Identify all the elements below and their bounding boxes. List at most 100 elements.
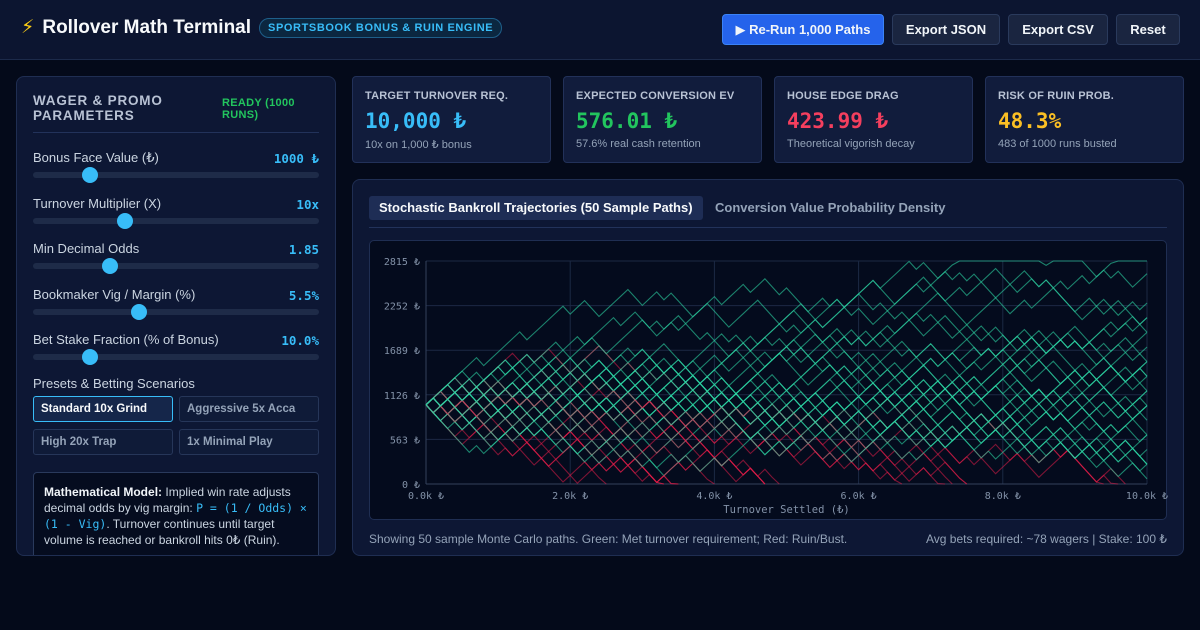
chart-tabs: Stochastic Bankroll Trajectories (50 Sam… [369,196,1167,228]
brand: ⚡ Rollover Math Terminal SPORTSBOOK BONU… [21,17,503,39]
run-status-badge: READY (1000 RUNS) [222,97,295,121]
param-label: Turnover Multiplier (X) [33,196,162,211]
slider-thumb[interactable] [82,167,99,183]
slider-thumb[interactable] [102,258,119,274]
kpi-value: 423.99 ₺ [787,109,889,133]
model-heading: Mathematical Model: [44,485,163,499]
model-text: . Turnover continues until target volume… [44,517,280,547]
x-tick-label: 0.0k ₺ [408,491,444,502]
reset-button[interactable]: Reset [1116,14,1180,45]
engine-tag: SPORTSBOOK BONUS & RUIN ENGINE [259,18,503,38]
success-path [425,332,1148,413]
slider-thumb[interactable] [130,304,147,320]
chart-legend-note: Showing 50 sample Monte Carlo paths. Gre… [369,532,848,546]
success-path [425,361,1148,440]
param-value: 10x [296,197,319,212]
bonus-face-value-slider[interactable] [33,167,319,183]
preset-aggressive-5x-acca[interactable]: Aggressive 5x Acca [179,396,319,422]
tab-bankroll-trajectories[interactable]: Stochastic Bankroll Trajectories (50 Sam… [369,196,703,220]
param-label: Bonus Face Value (₺) [33,150,159,165]
success-path [425,319,1148,414]
tab-conversion-density[interactable]: Conversion Value Probability Density [715,200,946,215]
y-tick-label: 0 ₺ [402,480,420,491]
x-tick-label: 10.0k ₺ [1126,491,1168,502]
param-min-decimal-odds: Min Decimal Odds 1.85 [33,241,319,274]
y-tick-label: 2252 ₺ [384,302,420,313]
x-axis-label: Turnover Settled (₺) [723,504,849,516]
param-value: 10.0% [281,333,319,348]
parameters-header: WAGER & PROMO PARAMETERS READY (1000 RUN… [33,93,319,133]
success-path [425,385,1148,433]
success-path [425,374,1148,458]
param-label: Bookmaker Vig / Margin (%) [33,287,196,302]
param-bonus-face-value: Bonus Face Value (₺) 1000 ₺ [33,150,319,183]
success-path [425,279,1148,431]
param-turnover-multiplier: Turnover Multiplier (X) 10x [33,196,319,229]
param-bet-stake-fraction: Bet Stake Fraction (% of Bonus) 10.0% [33,332,319,365]
kpi-title: RISK OF RUIN PROB. [998,90,1115,102]
success-path [425,394,1148,473]
turnover-multiplier-slider[interactable] [33,213,319,229]
model-formula: P = (1 / Odds) × (1 - Vig) [44,501,307,531]
bankroll-chart-svg: 0.0k ₺ 2.0k ₺ 4.0k ₺ 6.0k ₺ 8.0k ₺ 10.0k ₺ 0 ₺… [384,257,1168,516]
x-tick-label: 4.0k ₺ [696,491,732,502]
kpi-value: 10,000 ₺ [365,109,467,133]
bookmaker-vig-slider[interactable] [33,304,319,320]
preset-1x-minimal-play[interactable]: 1x Minimal Play [179,429,319,455]
kpi-subtitle: 10x on 1,000 ₺ bonus [365,139,472,151]
ruin-path [425,345,968,485]
param-label: Bet Stake Fraction (% of Bonus) [33,332,219,347]
param-bookmaker-vig: Bookmaker Vig / Margin (%) 5.5% [33,287,319,320]
min-decimal-odds-slider[interactable] [33,258,319,274]
y-tick-label: 1126 ₺ [384,391,420,402]
parameters-panel: WAGER & PROMO PARAMETERS READY (1000 RUN… [16,76,336,556]
kpi-subtitle: Theoretical vigorish decay [787,138,915,150]
bankroll-chart: 0.0k ₺ 2.0k ₺ 4.0k ₺ 6.0k ₺ 8.0k ₺ 10.0k ₺ 0 ₺… [369,240,1168,520]
top-bar: ⚡ Rollover Math Terminal SPORTSBOOK BONU… [0,0,1200,60]
lightning-bolt-icon: ⚡ [21,17,35,38]
ruin-path [425,386,903,485]
slider-thumb[interactable] [116,213,133,229]
avg-bets-note: Avg bets required: ~78 wagers | Stake: 1… [925,532,1167,546]
bet-stake-fraction-slider[interactable] [33,349,319,365]
kpi-subtitle: 483 of 1000 runs busted [998,138,1117,150]
kpi-title: TARGET TURNOVER REQ. [365,90,509,102]
param-value: 1.85 [288,242,319,257]
kpi-value: 48.3% [998,109,1062,133]
presets-label: Presets & Betting Scenarios [33,376,195,391]
y-tick-label: 2815 ₺ [384,257,420,268]
slider-thumb[interactable] [82,349,99,365]
kpi-house-edge-drag: HOUSE EDGE DRAG 423.99 ₺ Theoretical vig… [774,76,973,163]
kpi-target-turnover: TARGET TURNOVER REQ. 10,000 ₺ 10x on 1,0… [352,76,551,163]
param-value: 1000 ₺ [273,151,319,166]
kpi-expected-conversion: EXPECTED CONVERSION EV 576.01 ₺ 57.6% re… [563,76,762,163]
success-path [425,267,1148,406]
success-path [425,349,1148,478]
kpi-title: HOUSE EDGE DRAG [787,90,899,102]
success-path [425,359,1148,442]
success-path [425,340,1148,431]
success-path [425,325,1148,415]
kpi-value: 576.01 ₺ [576,109,678,133]
app-title: Rollover Math Terminal [42,17,252,38]
kpi-risk-of-ruin: RISK OF RUIN PROB. 48.3% 483 of 1000 run… [985,76,1184,163]
preset-high-20x-trap[interactable]: High 20x Trap [33,429,173,455]
x-tick-label: 6.0k ₺ [841,491,877,502]
rerun-paths-button[interactable]: ▶ Re-Run 1,000 Paths [722,14,884,45]
chart-panel: Stochastic Bankroll Trajectories (50 Sam… [352,179,1184,556]
success-path [425,260,1148,406]
model-text: Implied win rate adjusts decimal odds by… [44,485,291,515]
parameters-title: WAGER & PROMO PARAMETERS [33,93,163,123]
x-tick-label: 2.0k ₺ [552,491,588,502]
param-value: 5.5% [288,288,319,303]
param-label: Min Decimal Odds [33,241,140,256]
y-tick-label: 563 ₺ [390,435,420,446]
kpi-title: EXPECTED CONVERSION EV [576,90,735,102]
success-path [425,348,1148,422]
export-csv-button[interactable]: Export CSV [1008,14,1108,45]
x-tick-label: 8.0k ₺ [985,491,1021,502]
export-json-button[interactable]: Export JSON [892,14,1000,45]
y-tick-label: 1689 ₺ [384,346,420,357]
kpi-subtitle: 57.6% real cash retention [576,138,701,150]
preset-standard-10x-grind[interactable]: Standard 10x Grind [33,396,173,422]
